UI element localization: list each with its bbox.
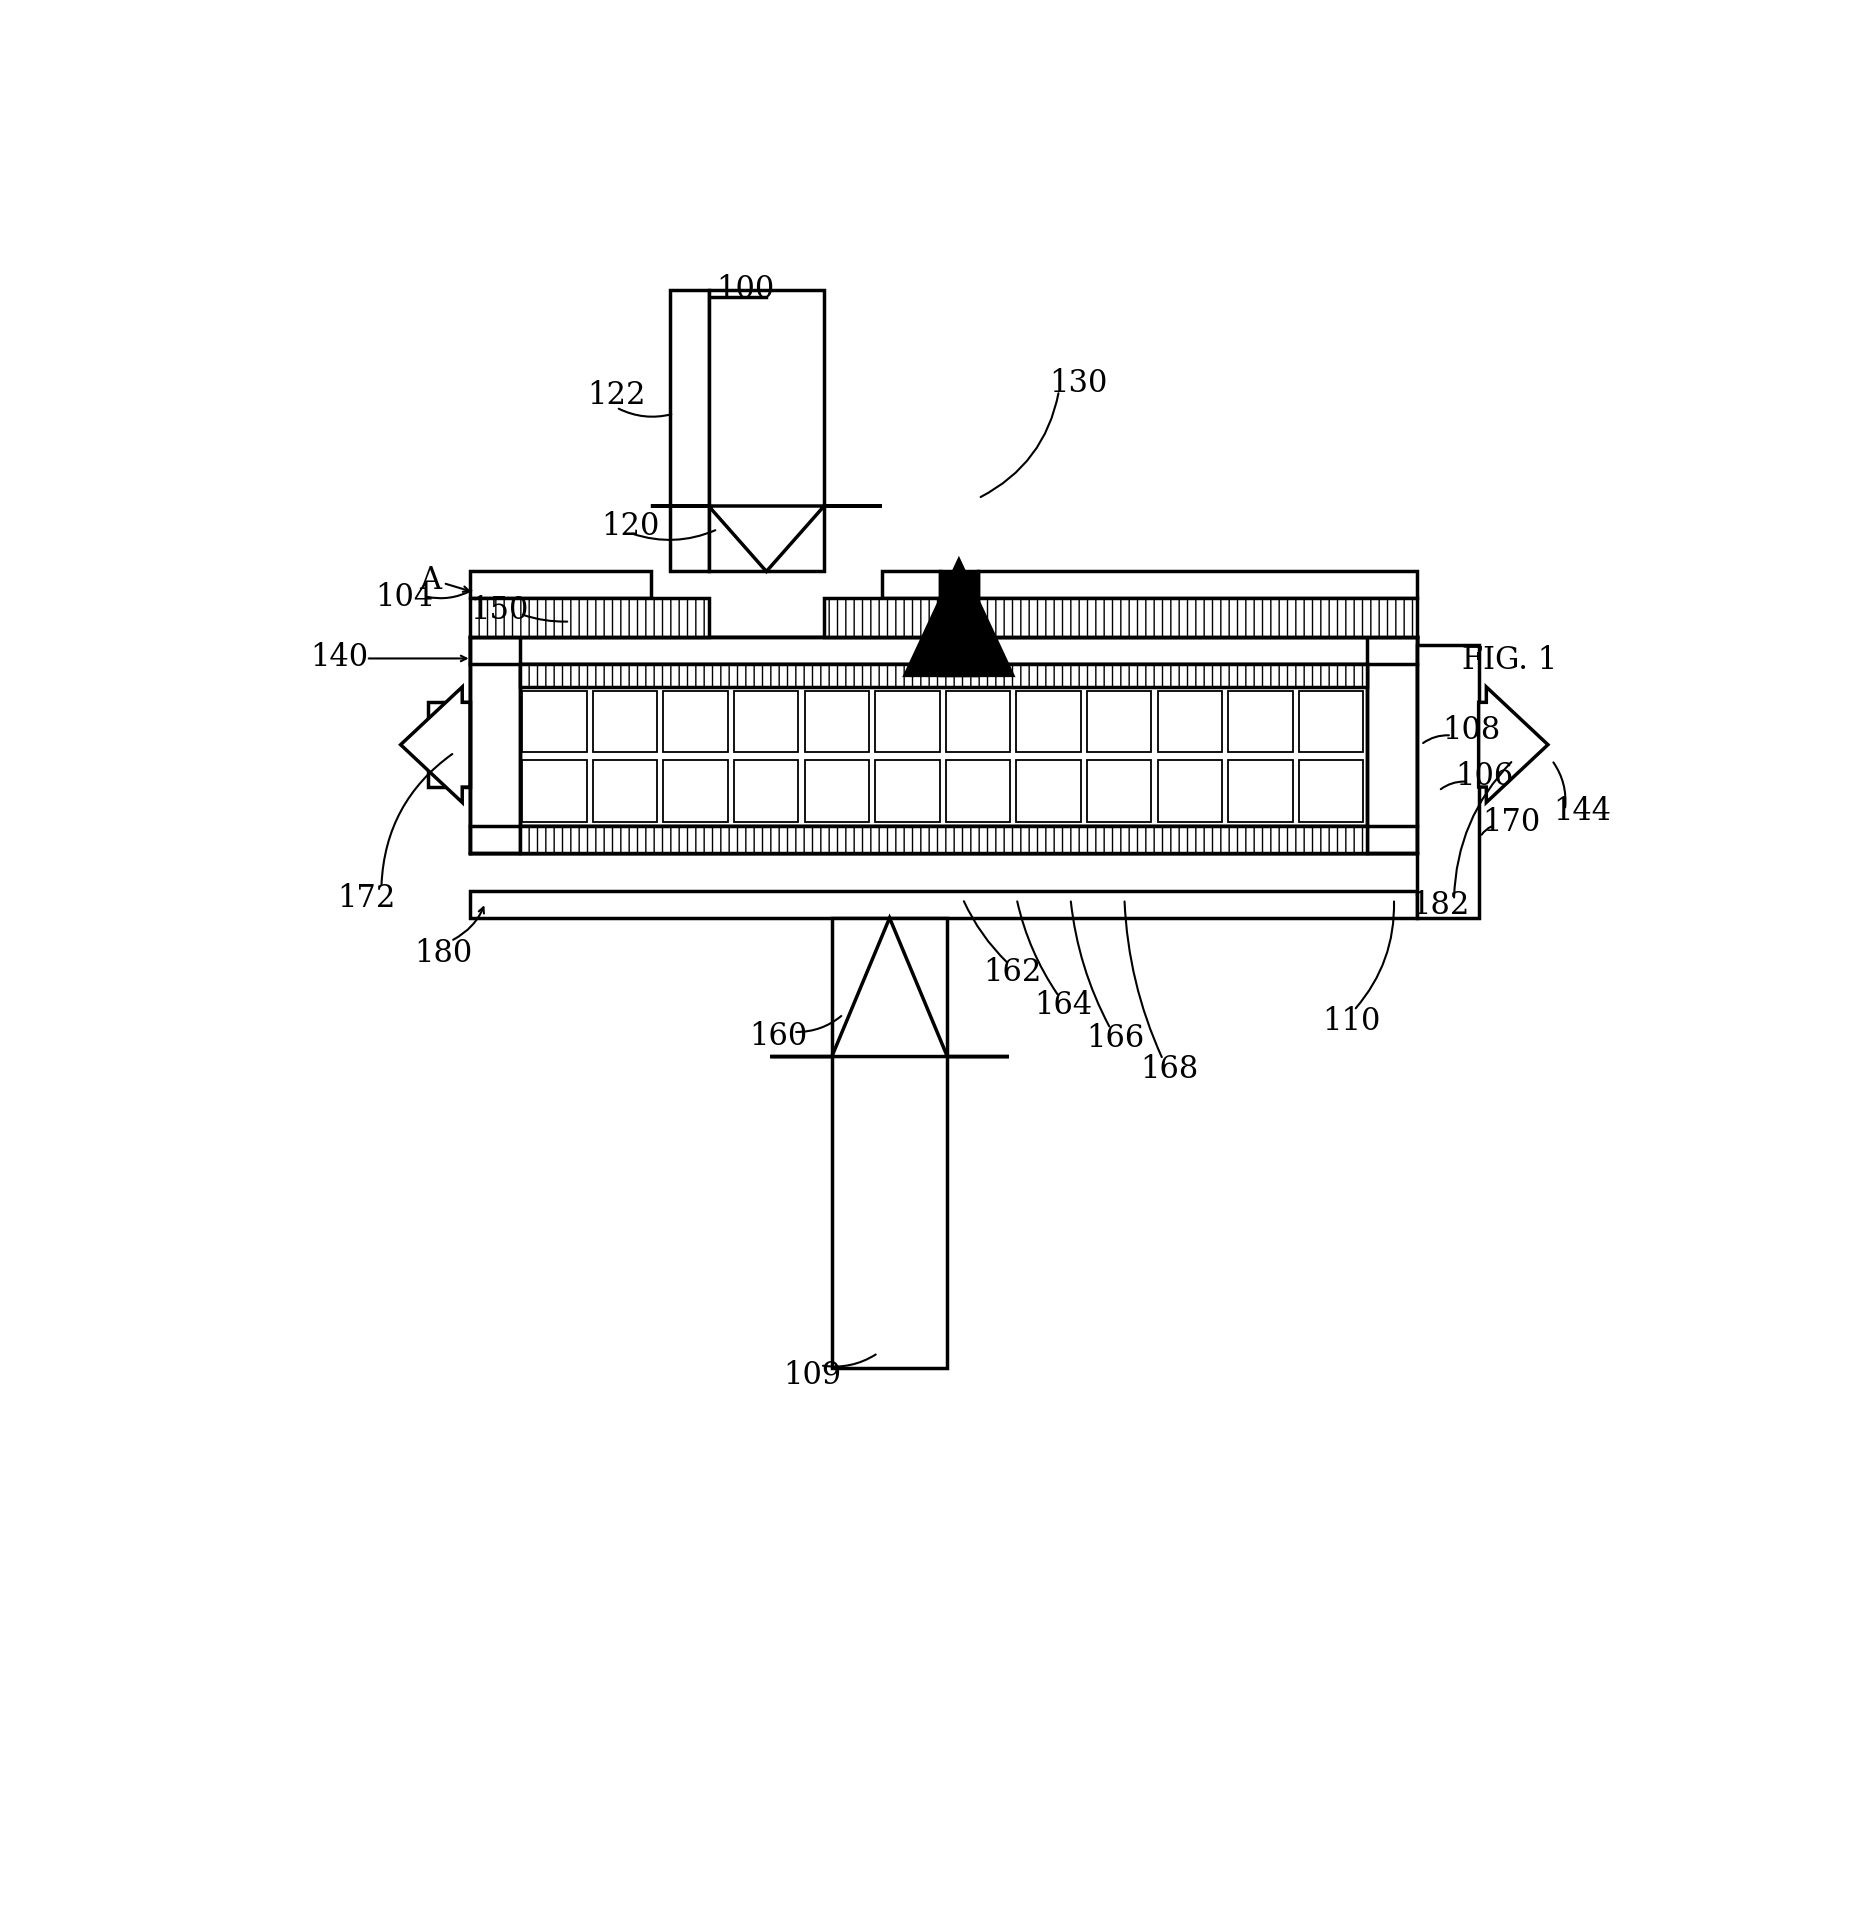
Bar bbox=[882, 572, 938, 599]
Text: 164: 164 bbox=[1034, 990, 1092, 1020]
Text: 100: 100 bbox=[715, 274, 774, 304]
Bar bbox=[1227, 691, 1292, 752]
Text: 122: 122 bbox=[586, 379, 644, 412]
Bar bbox=[663, 760, 727, 823]
Bar bbox=[1086, 691, 1150, 752]
Polygon shape bbox=[770, 919, 1008, 1057]
Bar bbox=[946, 760, 1010, 823]
Bar bbox=[946, 691, 1010, 752]
Polygon shape bbox=[650, 507, 882, 572]
Bar bbox=[470, 572, 650, 599]
Text: 182: 182 bbox=[1410, 890, 1468, 921]
Text: 172: 172 bbox=[337, 882, 395, 913]
Bar bbox=[1365, 637, 1416, 854]
Bar bbox=[1086, 760, 1150, 823]
Bar bbox=[523, 691, 586, 752]
Text: 130: 130 bbox=[1049, 367, 1107, 400]
Text: 110: 110 bbox=[1322, 1005, 1380, 1035]
Polygon shape bbox=[401, 687, 470, 804]
Bar bbox=[470, 599, 708, 637]
Text: 180: 180 bbox=[414, 938, 472, 968]
Bar bbox=[1015, 691, 1081, 752]
Bar bbox=[1015, 760, 1081, 823]
Bar bbox=[938, 572, 978, 676]
Bar bbox=[978, 599, 1416, 637]
Bar bbox=[519, 664, 1365, 687]
Bar bbox=[978, 572, 1416, 599]
Bar bbox=[427, 702, 470, 789]
Bar bbox=[663, 691, 727, 752]
Bar bbox=[734, 691, 798, 752]
Bar bbox=[519, 827, 1365, 854]
Text: 109: 109 bbox=[783, 1359, 841, 1390]
Text: 168: 168 bbox=[1139, 1053, 1197, 1083]
Text: A: A bbox=[418, 565, 440, 595]
Bar bbox=[1416, 645, 1478, 919]
Text: 166: 166 bbox=[1086, 1022, 1144, 1053]
Bar bbox=[470, 637, 1416, 854]
Bar bbox=[470, 637, 519, 854]
Bar bbox=[523, 760, 586, 823]
Bar bbox=[470, 637, 1416, 664]
Bar bbox=[592, 691, 657, 752]
Bar bbox=[592, 760, 657, 823]
Polygon shape bbox=[905, 561, 1011, 676]
Bar bbox=[804, 760, 869, 823]
Text: 140: 140 bbox=[309, 641, 367, 672]
Text: 144: 144 bbox=[1553, 794, 1611, 827]
Bar bbox=[470, 892, 1416, 919]
Bar bbox=[875, 760, 938, 823]
Text: 160: 160 bbox=[749, 1020, 807, 1051]
Bar bbox=[734, 760, 798, 823]
Bar bbox=[708, 291, 824, 572]
Bar bbox=[1298, 691, 1362, 752]
Text: 104: 104 bbox=[375, 582, 433, 612]
Text: 120: 120 bbox=[601, 511, 659, 542]
Bar bbox=[470, 827, 1416, 854]
Polygon shape bbox=[1478, 687, 1547, 804]
Bar bbox=[671, 291, 708, 572]
Bar bbox=[1158, 691, 1221, 752]
Bar bbox=[1227, 760, 1292, 823]
Bar bbox=[824, 599, 938, 637]
Bar bbox=[1158, 760, 1221, 823]
Text: 108: 108 bbox=[1440, 714, 1498, 745]
Text: FIG. 1: FIG. 1 bbox=[1461, 645, 1556, 676]
Bar bbox=[804, 691, 869, 752]
Text: 106: 106 bbox=[1455, 760, 1513, 792]
Bar bbox=[1298, 760, 1362, 823]
Bar bbox=[875, 691, 938, 752]
Text: 170: 170 bbox=[1482, 808, 1540, 838]
Text: 162: 162 bbox=[983, 957, 1041, 988]
Bar bbox=[832, 919, 948, 1369]
Text: 150: 150 bbox=[470, 595, 528, 626]
